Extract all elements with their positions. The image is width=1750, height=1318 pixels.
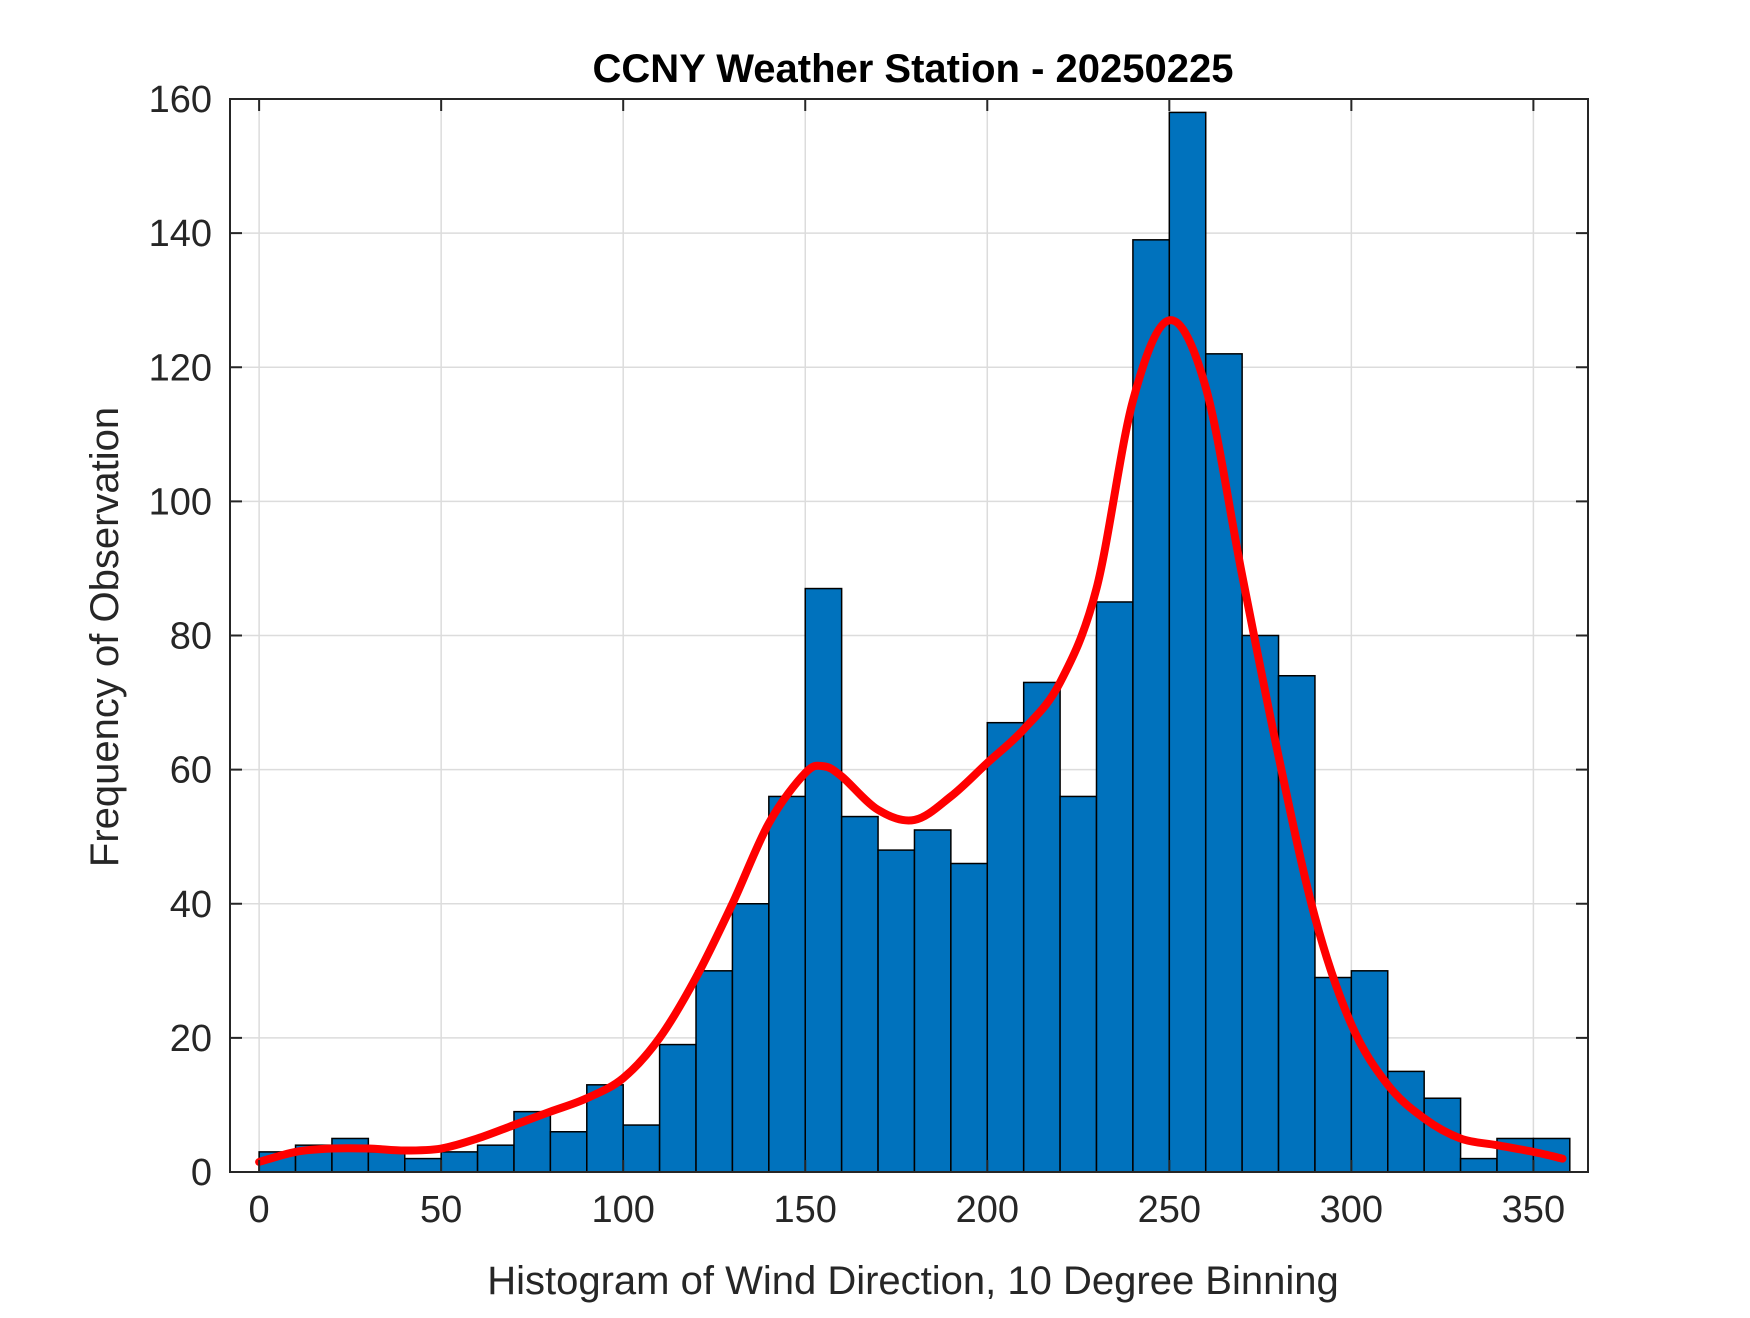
histogram-bar (476, 1144, 515, 1173)
x-axis-label: Histogram of Wind Direction, 10 Degree B… (487, 1259, 1339, 1303)
histogram-bar (950, 862, 989, 1173)
y-tick-label: 60 (170, 750, 212, 792)
histogram-bar (986, 721, 1025, 1173)
x-tick-label: 0 (249, 1189, 270, 1231)
histogram-bar (731, 903, 770, 1173)
histogram-bar (622, 1124, 661, 1173)
y-tick-label: 160 (149, 79, 212, 121)
x-tick-label: 100 (591, 1189, 654, 1231)
histogram-bar (1059, 795, 1098, 1173)
y-axis-label: Frequency of Observation (83, 407, 127, 867)
histogram-bar (877, 849, 916, 1173)
x-tick-label: 50 (420, 1189, 462, 1231)
histogram-bar (1132, 239, 1171, 1173)
x-tick-label: 200 (956, 1189, 1019, 1231)
axes-box (229, 98, 1589, 1173)
x-tick-label: 150 (774, 1189, 837, 1231)
histogram-bar (367, 1151, 406, 1173)
chart-title: CCNY Weather Station - 20250225 (593, 47, 1234, 91)
fit-curve-line (255, 316, 1567, 1166)
x-tick-label: 350 (1502, 1189, 1565, 1231)
histogram-bar (840, 815, 879, 1173)
x-tick-label: 300 (1320, 1189, 1383, 1231)
histogram-bar (1022, 681, 1061, 1173)
histogram-bar (695, 970, 734, 1173)
histogram-bar (1095, 601, 1134, 1173)
tick-labels: 0 50 100 150 200 250 300 350 0 20 40 60 80 100 120 140 1… (149, 79, 1565, 1231)
y-tick-label: 120 (149, 347, 212, 389)
x-tick-label: 250 (1138, 1189, 1201, 1231)
histogram-bar (1277, 674, 1316, 1173)
histogram-bar (440, 1151, 479, 1173)
fit-curve-group (255, 316, 1567, 1166)
y-tick-label: 140 (149, 213, 212, 255)
histogram-bar (1168, 111, 1207, 1173)
histogram-bar (1459, 1157, 1498, 1173)
y-tick-label: 80 (170, 616, 212, 658)
histogram-bar (658, 1043, 697, 1173)
y-tick-label: 0 (191, 1152, 212, 1194)
y-tick-label: 100 (149, 481, 212, 523)
histogram-bar (549, 1131, 588, 1173)
histogram-bar (404, 1157, 442, 1173)
y-tick-label: 20 (170, 1018, 212, 1060)
histogram-bar (768, 795, 806, 1173)
histogram-bar (913, 829, 952, 1173)
histogram-bars (258, 111, 1571, 1173)
histogram-bar (331, 1137, 370, 1173)
y-tick-label: 40 (170, 884, 212, 926)
histogram-bar (804, 587, 843, 1173)
